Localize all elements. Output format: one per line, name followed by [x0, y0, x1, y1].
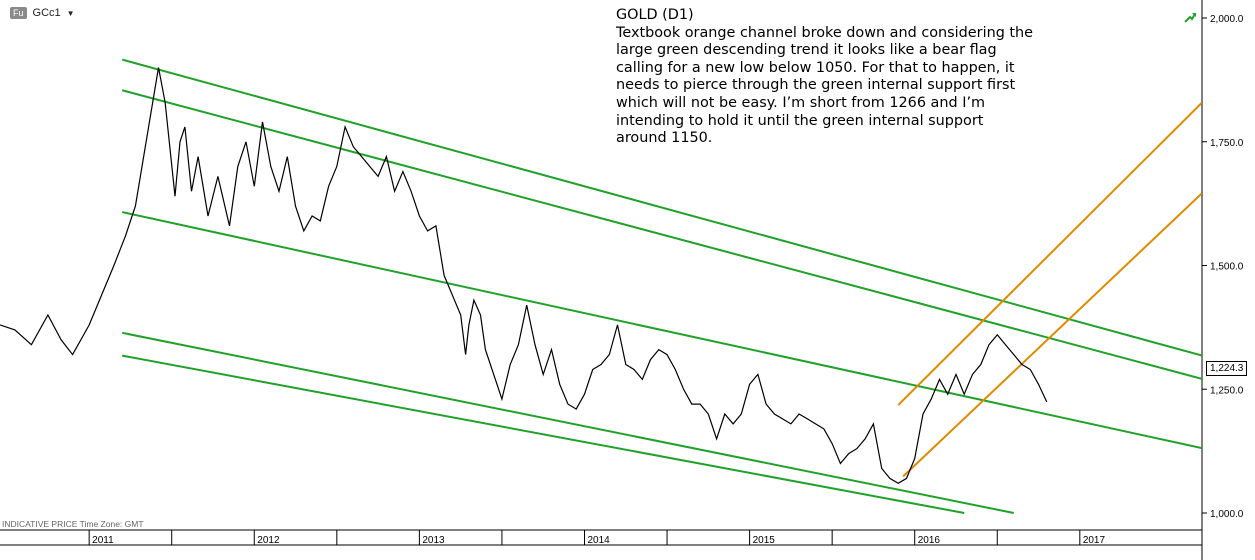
orange-channel-line: [902, 192, 1202, 478]
analysis-note: GOLD (D1) Textbook orange channel broke …: [616, 7, 1036, 148]
x-tick-label: 2014: [587, 535, 610, 546]
note-title: GOLD (D1): [616, 7, 694, 23]
ticker-symbol[interactable]: GCc1: [32, 7, 61, 19]
y-tick-label: 1,500.0: [1210, 262, 1244, 273]
last-price-label: 1,224.3: [1206, 361, 1248, 376]
y-tick-label: 1,750.0: [1210, 138, 1244, 149]
caret-down-icon[interactable]: ▼: [66, 8, 75, 18]
x-tick-label: 2016: [918, 535, 941, 546]
price-series-line: [0, 67, 1048, 484]
green-arrow-up-icon: [1184, 13, 1196, 23]
ticker-header[interactable]: Fu GCc1 ▼: [10, 7, 75, 19]
green-channel-line: [121, 331, 1014, 514]
x-tick-label: 2015: [753, 535, 776, 546]
indicative-price-label: INDICATIVE PRICE Time Zone: GMT: [2, 519, 144, 529]
green-channel-line: [121, 89, 1202, 380]
y-tick-label: 1,250.0: [1210, 385, 1244, 396]
x-tick-label: 2013: [422, 535, 445, 546]
y-tick-label: 1,000.0: [1210, 509, 1244, 520]
futures-badge: Fu: [10, 7, 27, 19]
note-body: Textbook orange channel broke down and c…: [616, 24, 1034, 147]
x-tick-label: 2012: [257, 535, 280, 546]
x-tick-label: 2017: [1083, 535, 1106, 546]
green-channel-line: [121, 354, 965, 514]
y-tick-label: 2,000.0: [1210, 14, 1244, 25]
x-tick-label: 2011: [92, 535, 114, 546]
orange-channel-line: [897, 101, 1202, 406]
green-channel-line: [121, 211, 1202, 450]
green-channel-line: [121, 58, 1202, 357]
